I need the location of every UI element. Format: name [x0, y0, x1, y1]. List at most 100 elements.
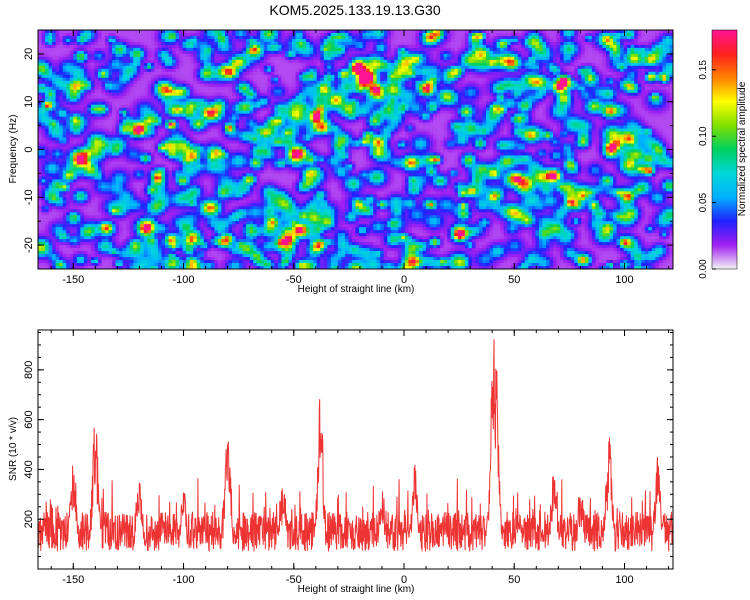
heatmap-cell	[235, 89, 240, 94]
heatmap-cell	[486, 74, 490, 79]
heatmap-cell	[426, 47, 430, 52]
heatmap-cell	[327, 71, 332, 76]
heatmap-cell	[119, 41, 124, 46]
heatmap-cell	[605, 95, 610, 100]
heatmap-cell	[239, 74, 244, 79]
heatmap-cell	[380, 47, 385, 52]
heatmap-cell	[669, 59, 673, 64]
heatmap-cell	[52, 47, 57, 52]
heatmap-cell	[256, 59, 261, 64]
heatmap-cell	[246, 30, 251, 34]
heatmap-cell	[136, 95, 141, 100]
heatmap-cell	[210, 53, 215, 58]
heatmap-cell	[299, 83, 303, 88]
heatmap-cell	[175, 44, 180, 49]
heatmap-cell	[263, 110, 268, 115]
heatmap-cell	[69, 89, 74, 94]
heatmap-cell	[641, 56, 646, 61]
heatmap-cell	[454, 110, 459, 115]
heatmap-cell	[73, 89, 78, 94]
heatmap-cell	[426, 53, 430, 58]
heatmap-cell	[330, 62, 335, 67]
heatmap-cell	[147, 98, 152, 103]
heatmap-cell	[277, 38, 282, 43]
heatmap-cell	[507, 71, 512, 76]
heatmap-cell	[390, 101, 395, 106]
heatmap-cell	[147, 47, 152, 52]
heatmap-cell	[461, 32, 466, 37]
heatmap-cell	[292, 47, 296, 52]
heatmap-cell	[143, 80, 148, 85]
heatmap-cell	[52, 110, 57, 115]
heatmap-cell	[373, 44, 378, 49]
heatmap-cell	[246, 74, 251, 79]
heatmap-cell	[267, 38, 272, 43]
heatmap-cell	[55, 41, 60, 46]
heatmap-cell	[105, 32, 109, 37]
heatmap-cell	[337, 80, 342, 85]
heatmap-cell	[433, 104, 438, 109]
heatmap-cell	[630, 62, 635, 67]
heatmap-cell	[348, 62, 353, 67]
heatmap-cell	[620, 65, 625, 70]
heatmap-cell	[637, 104, 642, 109]
heatmap-cell	[366, 80, 371, 85]
heatmap-cell	[542, 41, 547, 46]
heatmap-cell	[531, 98, 536, 103]
heatmap-cell	[510, 30, 515, 34]
heatmap-cell	[62, 44, 67, 49]
heatmap-cell	[369, 68, 374, 73]
heatmap-cell	[161, 107, 166, 112]
heatmap-cell	[500, 38, 505, 43]
heatmap-cell	[373, 62, 378, 67]
heatmap-cell	[157, 83, 162, 88]
heatmap-cell	[602, 47, 607, 52]
heatmap-cell	[108, 68, 113, 73]
heatmap-cell	[546, 56, 550, 61]
heatmap-cell	[224, 59, 229, 64]
heatmap-cell	[553, 32, 557, 37]
heatmap-cell	[563, 104, 568, 109]
heatmap-cell	[309, 74, 314, 79]
heatmap-cell	[189, 30, 194, 34]
heatmap-cell	[105, 95, 109, 100]
heatmap-cell	[299, 74, 303, 79]
heatmap-cell	[366, 38, 371, 43]
heatmap-cell	[514, 95, 519, 100]
heatmap-cell	[66, 107, 71, 112]
heatmap-cell	[83, 110, 88, 115]
heatmap-cell	[115, 98, 120, 103]
heatmap-cell	[122, 77, 127, 82]
heatmap-cell	[553, 50, 557, 55]
heatmap-cell	[641, 32, 646, 37]
heatmap-cell	[119, 65, 124, 70]
heatmap-cell	[281, 41, 286, 46]
heatmap-cell	[334, 30, 339, 34]
heatmap-cell	[577, 38, 582, 43]
heatmap-cell	[514, 59, 519, 64]
heatmap-cell	[341, 83, 346, 88]
heatmap-cell	[126, 107, 131, 112]
heatmap-cell	[514, 47, 519, 52]
heatmap-cell	[143, 44, 148, 49]
heatmap-cell	[48, 59, 53, 64]
heatmap-cell	[189, 83, 194, 88]
heatmap-cell	[397, 92, 402, 97]
heatmap-cell	[232, 53, 236, 58]
heatmap-cell	[292, 74, 296, 79]
heatmap-cell	[239, 89, 244, 94]
heatmap-cell	[267, 101, 272, 106]
heatmap-cell	[260, 71, 265, 76]
heatmap-cell	[366, 95, 371, 100]
heatmap-cell	[242, 62, 247, 67]
heatmap-cell	[182, 44, 187, 49]
heatmap-cell	[630, 56, 635, 61]
heatmap-cell	[553, 77, 557, 82]
heatmap-cell	[292, 95, 296, 100]
heatmap-cell	[45, 71, 49, 76]
heatmap-cell	[73, 62, 78, 67]
heatmap-cell	[112, 95, 117, 100]
heatmap-cell	[383, 86, 388, 91]
heatmap-cell	[595, 32, 600, 37]
heatmap-cell	[168, 77, 173, 82]
